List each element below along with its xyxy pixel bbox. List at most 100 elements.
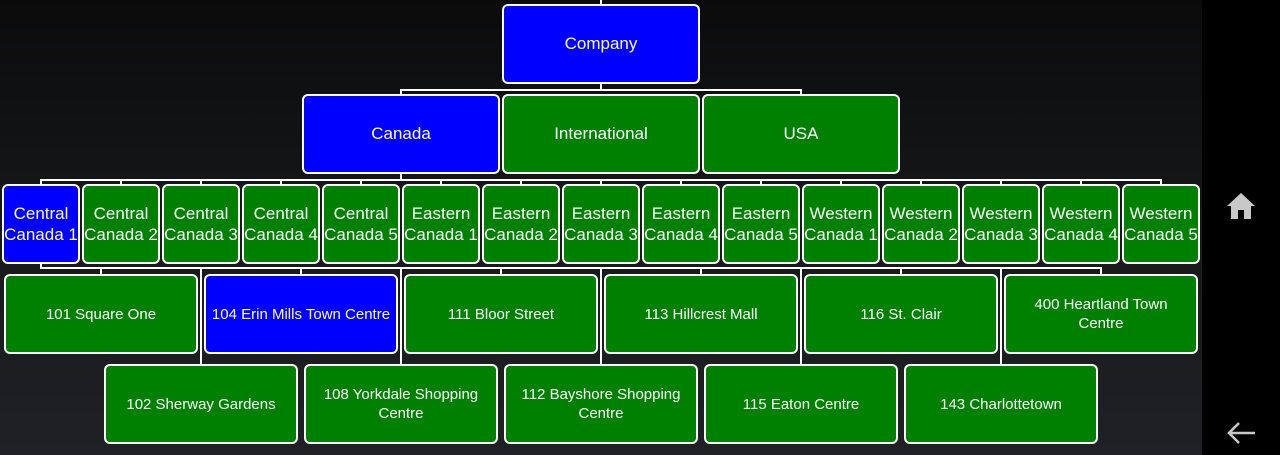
org-node-label: 111 Bloor Street <box>447 305 555 323</box>
org-node-store[interactable]: 101 Square One <box>4 274 198 354</box>
org-node-label: Central Canada 2 <box>84 204 158 244</box>
connector-line <box>800 267 802 364</box>
org-node-label: Western Canada 3 <box>964 204 1038 244</box>
connector-line <box>40 179 42 185</box>
org-node-store[interactable]: 116 St. Clair <box>804 274 998 354</box>
org-node-region[interactable]: Central Canada 1 <box>2 184 80 264</box>
connector-line <box>300 267 302 274</box>
org-node-region[interactable]: Eastern Canada 3 <box>562 184 640 264</box>
org-node-label: USA <box>783 124 819 143</box>
org-node-label: Company <box>564 34 638 53</box>
org-node-region[interactable]: Western Canada 2 <box>882 184 960 264</box>
org-node-label: Canada <box>371 124 431 143</box>
org-node-usa[interactable]: USA <box>702 94 900 174</box>
org-node-label: Central Canada 3 <box>164 204 238 244</box>
org-node-store[interactable]: 115 Eaton Centre <box>704 364 898 444</box>
navigation-bar <box>1202 0 1280 455</box>
org-node-label: 113 Hillcrest Mall <box>644 305 758 323</box>
connector-line <box>800 89 802 95</box>
org-node-label: 143 Charlottetown <box>940 395 1062 413</box>
org-node-region[interactable]: Central Canada 5 <box>322 184 400 264</box>
org-node-canada[interactable]: Canada <box>302 94 500 174</box>
org-node-region[interactable]: Central Canada 4 <box>242 184 320 264</box>
org-node-label: 115 Eaton Centre <box>742 395 860 413</box>
org-node-label: International <box>554 124 648 143</box>
org-node-label: 102 Sherway Gardens <box>126 395 276 413</box>
org-node-label: 101 Square One <box>45 305 157 323</box>
connector-line <box>840 179 842 185</box>
back-button[interactable] <box>1220 412 1262 454</box>
connector-line <box>40 263 42 269</box>
org-node-store[interactable]: 102 Sherway Gardens <box>104 364 298 444</box>
org-node-label: Eastern Canada 5 <box>724 204 798 244</box>
connector-line <box>520 179 522 185</box>
org-node-region[interactable]: Eastern Canada 5 <box>722 184 800 264</box>
org-node-region[interactable]: Western Canada 4 <box>1042 184 1120 264</box>
connector-line <box>360 179 362 185</box>
org-node-international[interactable]: International <box>502 94 700 174</box>
org-node-region[interactable]: Central Canada 2 <box>82 184 160 264</box>
connector-line <box>600 83 602 89</box>
org-node-label: 400 Heartland Town Centre <box>1034 296 1168 332</box>
connector-line <box>400 267 402 364</box>
connector-line <box>1000 179 1002 185</box>
org-node-company[interactable]: Company <box>502 4 700 84</box>
home-button[interactable] <box>1220 185 1262 227</box>
connector-line <box>1080 179 1082 185</box>
org-node-label: 108 Yorkdale Shopping Centre <box>323 386 479 422</box>
org-node-label: 116 St. Clair <box>860 305 942 323</box>
connector-line <box>120 179 122 185</box>
org-node-label: 112 Bayshore Shopping Centre <box>521 386 681 422</box>
connector-line <box>200 179 202 185</box>
org-node-label: Eastern Canada 1 <box>404 204 478 244</box>
org-node-region[interactable]: Western Canada 1 <box>802 184 880 264</box>
connector-line <box>100 267 102 274</box>
connector-line <box>1100 267 1102 274</box>
connector-line <box>900 267 902 274</box>
connector-line <box>440 179 442 185</box>
connector-line <box>1000 267 1002 364</box>
connector-line <box>200 267 202 364</box>
back-arrow-icon <box>1227 422 1255 444</box>
connector-line <box>500 267 502 274</box>
org-node-region[interactable]: Eastern Canada 4 <box>642 184 720 264</box>
org-node-label: Eastern Canada 4 <box>644 204 718 244</box>
connector-line <box>600 179 602 185</box>
org-node-label: Western Canada 2 <box>884 204 958 244</box>
connector-line <box>280 179 282 185</box>
org-node-label: Western Canada 4 <box>1044 204 1118 244</box>
connector-line <box>700 267 702 274</box>
org-node-store[interactable]: 113 Hillcrest Mall <box>604 274 798 354</box>
org-node-store[interactable]: 108 Yorkdale Shopping Centre <box>304 364 498 444</box>
connector-line <box>760 179 762 185</box>
org-node-region[interactable]: Western Canada 5 <box>1122 184 1200 264</box>
org-node-store[interactable]: 400 Heartland Town Centre <box>1004 274 1198 354</box>
connector-line <box>600 267 602 364</box>
org-node-store[interactable]: 104 Erin Mills Town Centre <box>204 274 398 354</box>
home-icon <box>1227 193 1255 219</box>
org-node-label: 104 Erin Mills Town Centre <box>211 305 391 323</box>
org-node-label: Western Canada 5 <box>1124 204 1198 244</box>
connector-line <box>680 179 682 185</box>
org-node-label: Eastern Canada 3 <box>564 204 638 244</box>
org-node-store[interactable]: 143 Charlottetown <box>904 364 1098 444</box>
org-node-region[interactable]: Eastern Canada 1 <box>402 184 480 264</box>
org-node-label: Eastern Canada 2 <box>484 204 558 244</box>
connector-line <box>920 179 922 185</box>
org-node-region[interactable]: Western Canada 3 <box>962 184 1040 264</box>
org-node-store[interactable]: 112 Bayshore Shopping Centre <box>504 364 698 444</box>
org-node-region[interactable]: Central Canada 3 <box>162 184 240 264</box>
org-node-store[interactable]: 111 Bloor Street <box>404 274 598 354</box>
connector-line <box>400 89 802 91</box>
org-chart-canvas: Company Canada International USA Central… <box>0 0 1202 455</box>
connector-line <box>400 89 402 95</box>
connector-line <box>1160 179 1162 185</box>
org-node-label: Central Canada 4 <box>244 204 318 244</box>
connector-line <box>40 267 1102 269</box>
connector-line <box>400 173 402 179</box>
org-node-label: Central Canada 5 <box>324 204 398 244</box>
connector-line <box>600 0 602 5</box>
org-node-label: Western Canada 1 <box>804 204 878 244</box>
org-node-region[interactable]: Eastern Canada 2 <box>482 184 560 264</box>
org-node-label: Central Canada 1 <box>4 204 78 244</box>
